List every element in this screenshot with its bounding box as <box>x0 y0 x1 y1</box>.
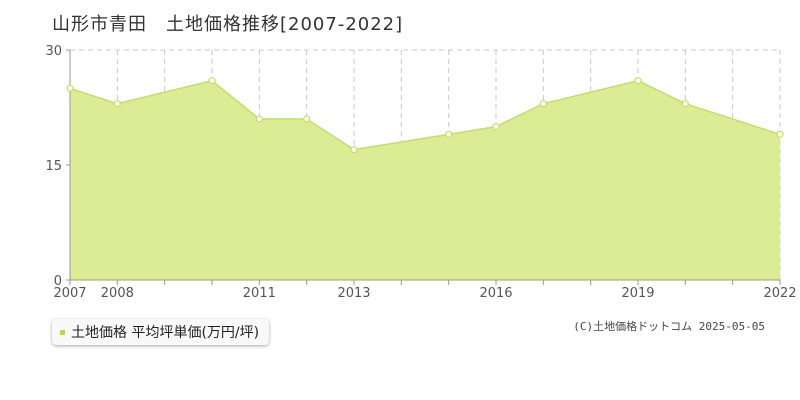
chart-title: 山形市青田 土地価格推移[2007-2022] <box>52 14 404 35</box>
data-point <box>255 115 263 123</box>
x-tick-label: 2022 <box>763 286 796 301</box>
series-line <box>69 79 781 151</box>
data-point <box>66 84 74 92</box>
data-point <box>445 130 453 138</box>
y-tick-label: 30 <box>45 44 62 59</box>
data-point <box>350 146 358 154</box>
y-tick-label: 15 <box>45 159 62 174</box>
data-point <box>634 77 642 85</box>
data-point <box>776 130 784 138</box>
tick-labels: 0 15 30 2007 2008 2011 2013 2016 2019 2022 <box>45 44 796 301</box>
x-tick-label: 2016 <box>479 286 512 301</box>
data-point <box>303 115 311 123</box>
data-point <box>492 123 500 131</box>
x-tick-label: 2007 <box>53 286 86 301</box>
legend-swatch <box>60 329 65 335</box>
data-markers <box>66 77 784 154</box>
y-tick-label: 0 <box>54 274 62 289</box>
data-point <box>208 77 216 85</box>
x-tick-label: 2008 <box>101 286 134 301</box>
data-point <box>681 100 689 108</box>
data-point <box>113 100 121 108</box>
x-tick-label: 2019 <box>621 286 654 301</box>
legend-label: 土地価格 平均坪単価(万円/坪) <box>71 325 260 341</box>
series-area-fill <box>70 80 780 281</box>
x-tick-label: 2013 <box>337 286 370 301</box>
data-point <box>539 100 547 108</box>
area-series <box>69 79 781 281</box>
legend: 土地価格 平均坪単価(万円/坪) <box>52 319 270 345</box>
x-tick-label: 2011 <box>243 286 276 301</box>
copyright: (C)土地価格ドットコム 2025-05-05 <box>573 320 765 333</box>
